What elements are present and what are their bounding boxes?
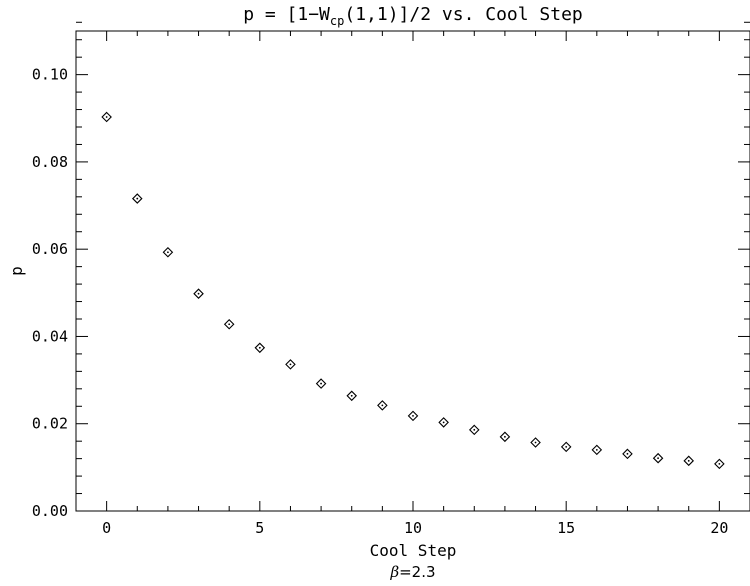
plot-frame xyxy=(75,30,750,512)
data-point xyxy=(591,444,603,456)
diamond-marker xyxy=(714,458,725,470)
marker-center-dot xyxy=(350,394,353,397)
marker-center-dot xyxy=(258,346,261,349)
marker-center-dot xyxy=(320,382,322,385)
marker-center-dot xyxy=(504,435,506,438)
diamond-marker xyxy=(101,111,112,123)
beta-symbol: β xyxy=(389,563,399,581)
chart-title: p = [1−Wcp(1,1)]/2 vs. Cool Step xyxy=(243,4,583,28)
data-point xyxy=(622,448,633,460)
diamond-marker xyxy=(530,437,541,448)
diamond-marker xyxy=(162,246,174,258)
data-point xyxy=(438,417,449,428)
data-point xyxy=(530,437,541,448)
data-point xyxy=(254,342,266,354)
axis-ticks xyxy=(75,21,750,512)
marker-center-dot xyxy=(687,459,690,462)
data-point xyxy=(499,431,511,443)
beta-value: =2.3 xyxy=(399,563,435,581)
marker-center-dot xyxy=(718,462,721,465)
marker-center-dot xyxy=(626,452,629,455)
diamond-marker xyxy=(407,410,419,422)
data-point xyxy=(560,441,572,453)
x-tick-label: 20 xyxy=(710,519,728,537)
marker-center-dot xyxy=(565,445,568,448)
diamond-marker xyxy=(285,359,296,370)
chart-title-prefix: p = [1−W xyxy=(243,4,330,25)
data-point xyxy=(285,359,296,370)
chart-title-suffix: (1,1)]/2 vs. Cool Step xyxy=(344,4,582,25)
data-point xyxy=(162,246,174,258)
diamond-marker xyxy=(377,400,388,411)
x-tick-label: 5 xyxy=(255,519,264,537)
marker-center-dot xyxy=(657,457,659,460)
data-point xyxy=(683,455,695,467)
marker-center-dot xyxy=(289,363,292,366)
data-point xyxy=(193,288,204,299)
diamond-marker xyxy=(560,441,572,453)
data-point xyxy=(377,400,388,411)
diamond-marker xyxy=(223,318,235,330)
marker-center-dot xyxy=(473,428,476,431)
marker-center-dot xyxy=(228,323,231,326)
data-point xyxy=(652,452,664,464)
diamond-marker xyxy=(254,342,266,354)
data-points xyxy=(101,111,725,470)
data-point xyxy=(346,390,358,402)
y-tick-label: 0.10 xyxy=(32,66,68,84)
diamond-marker xyxy=(315,378,327,389)
y-tick-label: 0.00 xyxy=(32,502,68,520)
marker-center-dot xyxy=(197,292,200,295)
y-tick-label: 0.04 xyxy=(32,327,68,345)
x-tick-label: 0 xyxy=(102,519,111,537)
diamond-marker xyxy=(622,448,633,460)
diamond-marker xyxy=(438,417,449,428)
y-tick-label: 0.02 xyxy=(32,415,68,433)
marker-center-dot xyxy=(595,449,598,451)
diamond-marker xyxy=(468,424,480,436)
marker-center-dot xyxy=(381,404,384,407)
tick-labels: 0 5 10 15 20 0.00 0.02 0.04 0.06 0.08 0.10 xyxy=(32,66,729,537)
data-point xyxy=(714,458,725,470)
diamond-marker xyxy=(499,431,511,443)
x-tick-label: 15 xyxy=(557,519,575,537)
chart-title-subscript: cp xyxy=(330,14,344,28)
data-point xyxy=(315,378,327,389)
data-point xyxy=(101,111,112,123)
data-point xyxy=(131,193,143,204)
diamond-marker xyxy=(652,452,664,464)
data-point xyxy=(407,410,419,422)
diamond-marker xyxy=(193,288,204,299)
y-tick-label: 0.06 xyxy=(32,240,68,258)
data-point xyxy=(223,318,235,330)
x-tick-label: 10 xyxy=(404,519,422,537)
data-point xyxy=(468,424,480,436)
diamond-marker xyxy=(591,444,603,456)
marker-center-dot xyxy=(442,421,445,424)
y-tick-label: 0.08 xyxy=(32,153,68,171)
marker-center-dot xyxy=(136,197,139,200)
marker-center-dot xyxy=(534,441,537,444)
marker-center-dot xyxy=(105,116,108,118)
marker-center-dot xyxy=(412,414,414,417)
diamond-marker xyxy=(131,193,143,204)
y-axis-label: p xyxy=(7,266,26,276)
marker-center-dot xyxy=(167,251,169,254)
diamond-marker xyxy=(683,455,695,467)
diamond-marker xyxy=(346,390,358,402)
beta-annotation: β=2.3 xyxy=(389,563,435,581)
x-axis-label: Cool Step xyxy=(370,541,457,560)
